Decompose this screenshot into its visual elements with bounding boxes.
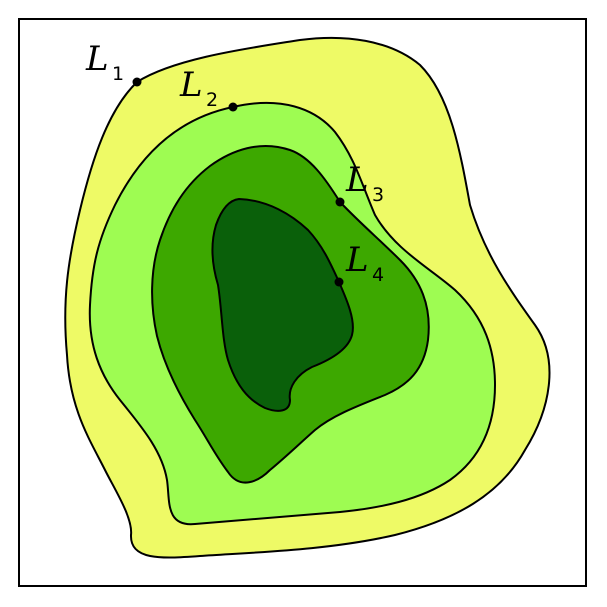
level-set-4-region bbox=[211, 197, 354, 412]
level-set-2-label: L 2 bbox=[179, 65, 218, 111]
level-set-2-label-subscript: 2 bbox=[206, 89, 218, 111]
level-set-1-marker-point bbox=[132, 77, 142, 87]
level-set-4-label: L 4 bbox=[345, 240, 384, 286]
level-set-4-label-name: L bbox=[345, 240, 369, 280]
level-set-3-label-name: L bbox=[345, 160, 369, 200]
level-set-1-label: L 1 bbox=[85, 39, 124, 85]
level-set-1-label-name: L bbox=[85, 39, 109, 79]
level-set-4-marker-point bbox=[334, 277, 344, 287]
level-set-3-marker-point bbox=[335, 197, 345, 207]
level-set-4-label-subscript: 4 bbox=[372, 264, 384, 286]
level-set-2-label-name: L bbox=[179, 65, 203, 105]
level-set-3-label-subscript: 3 bbox=[372, 184, 384, 206]
level-set-2-marker-point bbox=[228, 102, 238, 112]
level-set-3-label: L 3 bbox=[345, 160, 384, 206]
level-set-1-label-subscript: 1 bbox=[112, 63, 124, 85]
